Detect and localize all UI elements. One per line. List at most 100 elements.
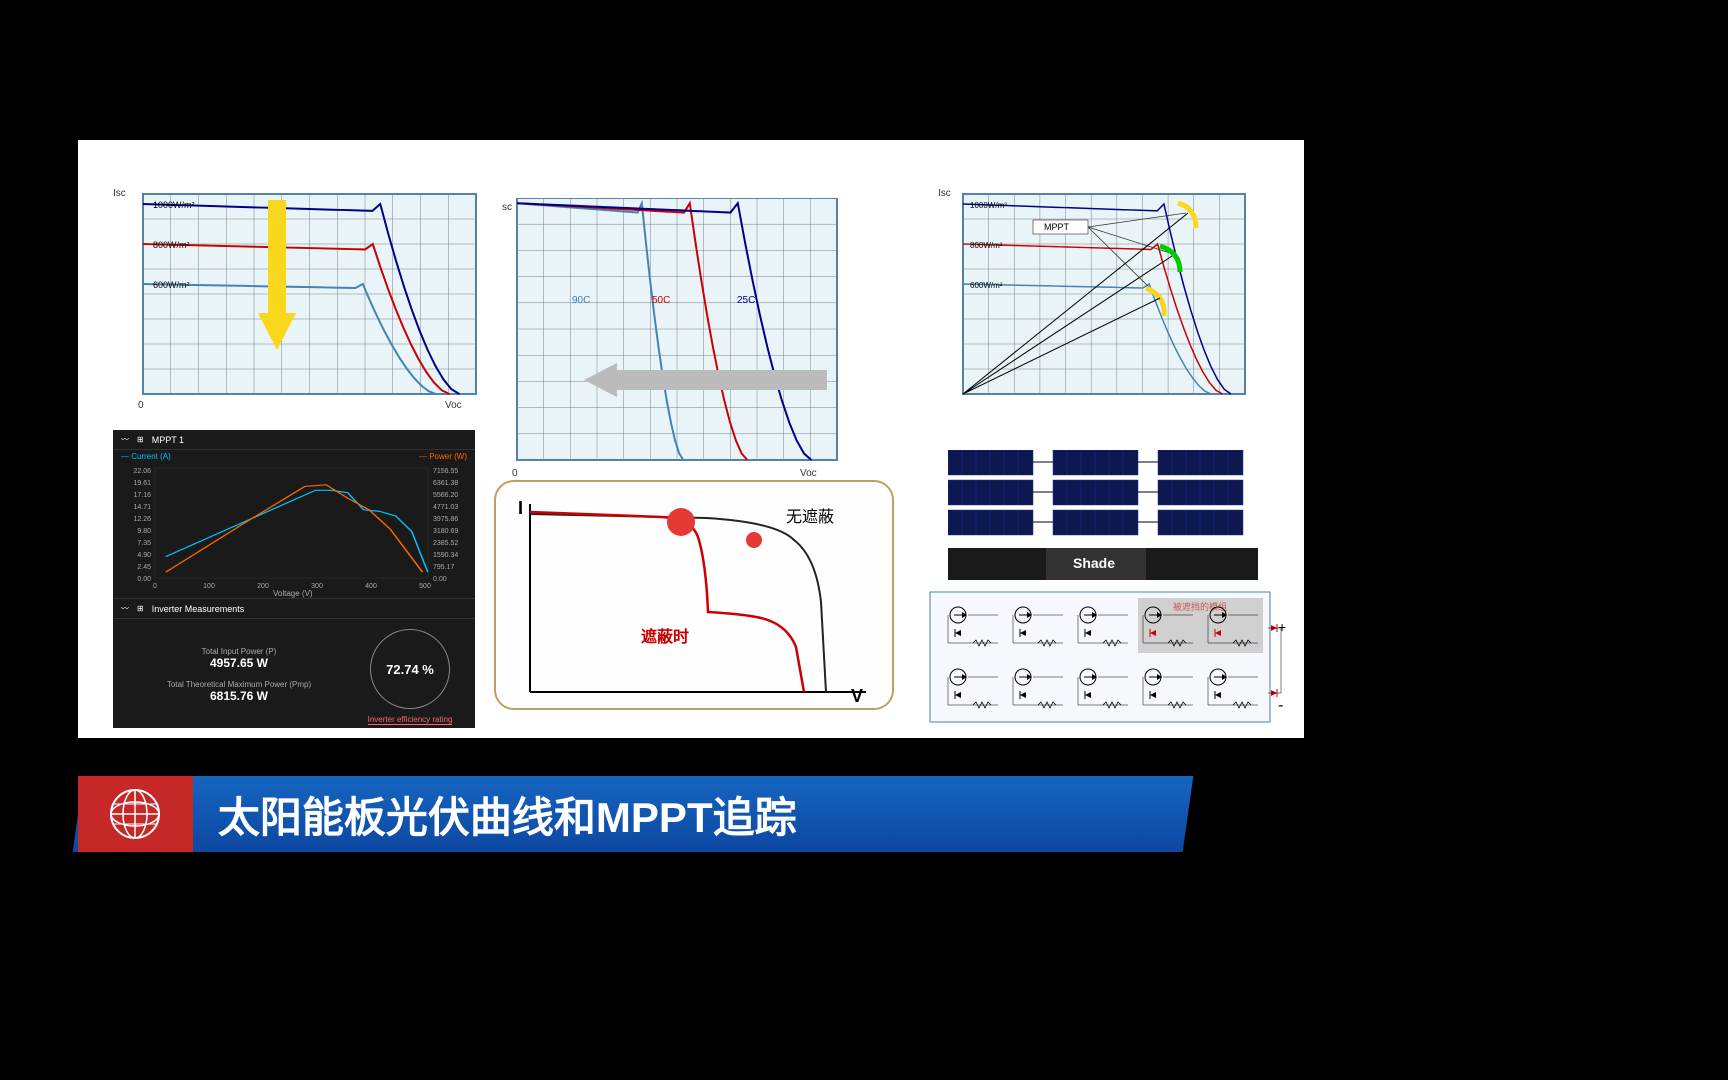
inverter-header: 〰 ⊞ MPPT 1 (113, 430, 475, 450)
svg-text:795.17: 795.17 (433, 564, 455, 571)
svg-text:200: 200 (257, 583, 269, 590)
chart3-curve-label-2: 600W/m² (970, 281, 1003, 290)
chart2-xlabel: Voc (800, 468, 817, 478)
legend-power: — Power (W) (419, 452, 467, 461)
chart3-curve-label-1: 800W/m² (970, 241, 1003, 250)
svg-text:22.06: 22.06 (133, 468, 151, 475)
power-stats: Total Input Power (P) 4957.65 W Total Th… (123, 629, 355, 725)
svg-text:14.71: 14.71 (133, 504, 151, 511)
eff-gauge: 72.74 % Inverter efficiency rating (355, 629, 465, 725)
legend: — Current (A) — Power (W) (113, 450, 475, 463)
globe-badge (78, 776, 193, 852)
content-area: Isc 1000W/m² 800W/m² 600W/m² 0 Voc sc 90… (78, 140, 1304, 738)
legend-current: — Current (A) (121, 452, 171, 461)
svg-text:5566.20: 5566.20 (433, 492, 458, 499)
eff-label: Inverter efficiency rating (368, 715, 453, 725)
shade-xlabel: V (851, 686, 863, 706)
chart2-arrow-body (617, 370, 827, 390)
svg-text:19.61: 19.61 (133, 480, 151, 487)
shade-label: Shade (1073, 555, 1115, 571)
chart1-curve-label-2: 600W/m² (153, 280, 190, 290)
chart2-label-0: 90C (572, 295, 590, 306)
svg-text:4.90: 4.90 (137, 552, 151, 559)
chart3-curve-label-0: 1000W/m² (970, 201, 1007, 210)
mpp-point-shaded (667, 508, 695, 536)
shade-chart: I V 无遮蔽 遮蔽时 (494, 480, 894, 710)
eff-circle: 72.74 % (370, 629, 450, 709)
inverter-power-curve (166, 485, 423, 572)
title-text: 太阳能板光伏曲线和MPPT追踪 (218, 784, 797, 845)
panels-svg: Shade (948, 450, 1258, 580)
svg-text:300: 300 (311, 583, 323, 590)
svg-text:0.00: 0.00 (433, 576, 447, 583)
grid-icon: ⊞ (137, 435, 144, 444)
svg-text:6361.38: 6361.38 (433, 480, 458, 487)
unshaded-label: 无遮蔽 (786, 508, 834, 526)
chart3-ylabel: Isc (938, 188, 951, 199)
svg-text:2.45: 2.45 (137, 564, 151, 571)
p-label: Total Input Power (P) (123, 647, 355, 656)
inverter-plot (155, 468, 428, 578)
panel-grid (948, 450, 1243, 535)
wave-icon: 〰 (121, 434, 129, 445)
shade-svg: I V 无遮蔽 遮蔽时 (496, 482, 896, 712)
inverter-xlabel: Voltage (V) (273, 589, 313, 598)
svg-text:3180.69: 3180.69 (433, 528, 458, 535)
chart2-origin: 0 (512, 468, 518, 478)
svg-text:3975.86: 3975.86 (433, 516, 458, 523)
inverter-title: MPPT 1 (152, 435, 184, 445)
chart2-label-1: 50C (652, 295, 670, 306)
grid-icon-2: ⊞ (137, 604, 144, 613)
inverter-header2: 〰 ⊞ Inverter Measurements (113, 598, 475, 619)
circuit-diagram: 被遮挡的模组 + - (928, 590, 1288, 725)
shaded-module-label: 被遮挡的模组 (1173, 601, 1227, 612)
inverter-stats: Total Input Power (P) 4957.65 W Total Th… (113, 619, 475, 735)
chart2-ylabel: sc (502, 202, 512, 213)
chart1-origin: 0 (138, 400, 144, 408)
svg-text:17.16: 17.16 (133, 492, 151, 499)
svg-text:0: 0 (153, 583, 157, 590)
p-value: 4957.65 W (123, 656, 355, 670)
chart1-arrow-body (268, 200, 286, 315)
pmp-value: 6815.76 W (123, 689, 355, 703)
title-bar: 太阳能板光伏曲线和MPPT追踪 (73, 776, 1194, 852)
svg-text:400: 400 (365, 583, 377, 590)
chart-irradiance-iv: Isc 1000W/m² 800W/m² 600W/m² 0 Voc (113, 168, 481, 408)
wave-icon-2: 〰 (121, 603, 129, 614)
pmp-label: Total Theoretical Maximum Power (Pmp) (123, 680, 355, 689)
svg-text:4771.03: 4771.03 (433, 504, 458, 511)
shaded-label: 遮蔽时 (641, 627, 689, 646)
chart1-xlabel: Voc (445, 400, 462, 408)
chart2-svg: sc 90C 50C 25C 0 Voc (502, 198, 847, 478)
svg-text:7.35: 7.35 (137, 540, 151, 547)
svg-text:500: 500 (419, 583, 431, 590)
svg-text:0.00: 0.00 (137, 576, 151, 583)
inverter-yticks-right: 7156.556361.385566.204771.033975.863180.… (433, 468, 458, 583)
minus-label: - (1278, 697, 1283, 714)
circuit-svg: 被遮挡的模组 + - (928, 590, 1288, 725)
chart1-curve-label-1: 800W/m² (153, 240, 190, 250)
inverter-panel: 〰 ⊞ MPPT 1 — Current (A) — Power (W) 22.… (113, 430, 475, 728)
chart3-svg: Isc 1000W/m² 800W/m² 600W/m² MPPT (938, 168, 1250, 408)
chart1-svg: Isc 1000W/m² 800W/m² 600W/m² 0 Voc (113, 168, 481, 408)
chart1-curve-label-0: 1000W/m² (153, 200, 195, 210)
inverter-yticks-left: 22.0619.6117.1614.7112.269.807.354.902.4… (133, 468, 151, 583)
inverter-chart: 22.0619.6117.1614.7112.269.807.354.902.4… (113, 463, 475, 598)
plus-label: + (1278, 619, 1286, 635)
svg-text:2385.52: 2385.52 (433, 540, 458, 547)
shade-ylabel: I (518, 498, 523, 518)
globe-icon (108, 787, 163, 842)
inverter-current-curve (166, 490, 428, 572)
chart2-label-2: 25C (737, 295, 755, 306)
chart1-ylabel: Isc (113, 188, 126, 199)
svg-text:100: 100 (203, 583, 215, 590)
unshaded-curve (530, 514, 826, 692)
mpp-point-unshaded (746, 532, 762, 548)
chart-temperature-iv: sc 90C 50C 25C 0 Voc (502, 198, 847, 478)
svg-text:9.80: 9.80 (137, 528, 151, 535)
panel-array: Shade (948, 450, 1258, 580)
mppt-label: MPPT (1044, 222, 1070, 232)
shaded-curve (530, 512, 804, 692)
chart-mppt: Isc 1000W/m² 800W/m² 600W/m² MPPT (938, 168, 1250, 408)
inverter-section2: Inverter Measurements (152, 604, 245, 614)
